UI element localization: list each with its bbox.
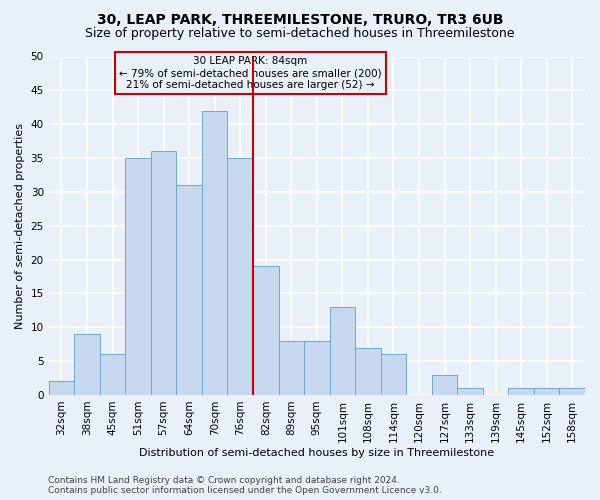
Text: 30, LEAP PARK, THREEMILESTONE, TRURO, TR3 6UB: 30, LEAP PARK, THREEMILESTONE, TRURO, TR… [97, 12, 503, 26]
Bar [227, 158, 253, 395]
Bar [329, 307, 355, 395]
Bar [125, 158, 151, 395]
Text: Contains HM Land Registry data © Crown copyright and database right 2024.
Contai: Contains HM Land Registry data © Crown c… [48, 476, 442, 495]
Text: Size of property relative to semi-detached houses in Threemilestone: Size of property relative to semi-detach… [85, 28, 515, 40]
Bar [74, 334, 100, 395]
Bar [355, 348, 380, 395]
Bar [202, 110, 227, 395]
Bar [100, 354, 125, 395]
Bar [304, 341, 329, 395]
Bar [278, 341, 304, 395]
Bar [432, 374, 457, 395]
Bar [559, 388, 585, 395]
Bar [508, 388, 534, 395]
Bar [534, 388, 559, 395]
Bar [457, 388, 483, 395]
Bar [151, 152, 176, 395]
Bar [176, 185, 202, 395]
Text: 30 LEAP PARK: 84sqm
← 79% of semi-detached houses are smaller (200)
21% of semi-: 30 LEAP PARK: 84sqm ← 79% of semi-detach… [119, 56, 382, 90]
Bar [49, 382, 74, 395]
Bar [380, 354, 406, 395]
Bar [253, 266, 278, 395]
Y-axis label: Number of semi-detached properties: Number of semi-detached properties [15, 122, 25, 328]
X-axis label: Distribution of semi-detached houses by size in Threemilestone: Distribution of semi-detached houses by … [139, 448, 494, 458]
